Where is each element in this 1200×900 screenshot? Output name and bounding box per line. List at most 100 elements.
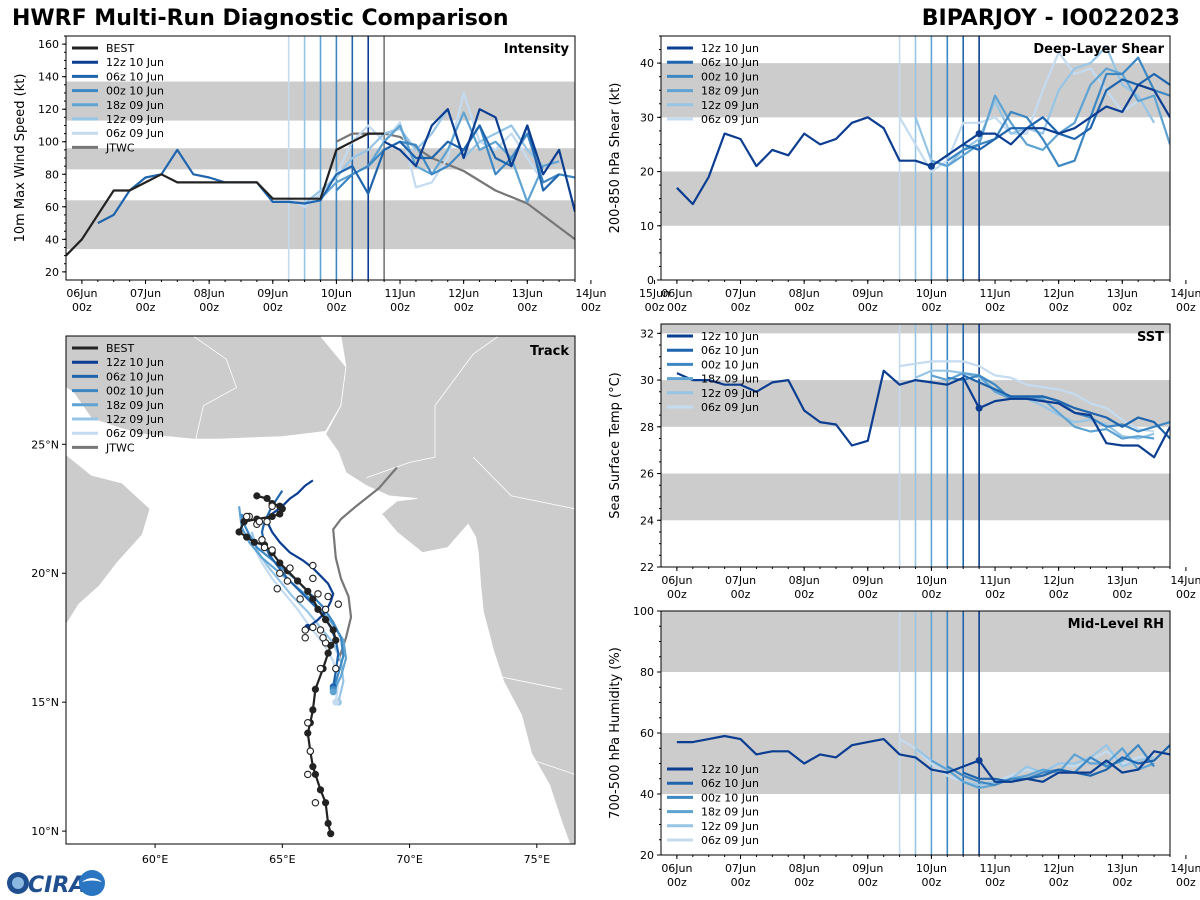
best-track-open-marker	[268, 502, 276, 510]
rh-xtick-label: 00z	[1176, 876, 1196, 889]
best-track-marker	[253, 492, 261, 500]
track-frame	[65, 335, 576, 845]
rh-xtick-label: 08Jun	[789, 862, 820, 875]
shear-ytick-label: 10	[640, 220, 654, 233]
best-track-marker	[332, 636, 340, 644]
track-series-12z-10-jun	[266, 479, 335, 629]
best-track-marker	[309, 595, 317, 603]
best-track-open-marker	[321, 605, 330, 614]
best-track-marker	[276, 559, 284, 567]
best-track-marker	[304, 587, 312, 595]
rh-xtick-label: 00z	[667, 876, 687, 889]
best-track-open-marker	[332, 664, 340, 673]
best-track-marker	[263, 494, 271, 503]
shear-series-06z-10-jun	[962, 72, 1170, 151]
rh-ytick-label: 60	[640, 727, 654, 740]
shear-series-00z-10-jun	[946, 56, 1170, 168]
intensity-legend-label: 00z 10 Jun	[106, 85, 164, 98]
rh-xtick-label: 11Jun	[979, 862, 1010, 875]
shear-xtick-label: 09Jun	[852, 287, 883, 300]
sst-xtick-label: 10Jun	[916, 574, 947, 587]
rh-series-06z-10-jun	[962, 744, 1170, 783]
shear-series-12z-10-jun	[676, 83, 1170, 206]
shear-xtick-label: 00z	[858, 301, 878, 314]
rh-xtick-label: 00z	[1112, 876, 1132, 889]
intensity-xtick-label: 14Jun	[575, 287, 606, 300]
track-legend-label: JTWC	[105, 441, 135, 454]
rh-xtick-label: 06Jun	[661, 862, 692, 875]
sst-ytick-label: 24	[640, 514, 654, 527]
cira-logo-text: CIRA	[28, 873, 86, 898]
intensity-legend-label: 06z 09 Jun	[106, 127, 164, 140]
rh-xtick-label: 00z	[858, 876, 878, 889]
sst-xtick-label: 12Jun	[1043, 574, 1074, 587]
best-track-marker	[268, 512, 276, 521]
intensity-xtick-label: 00z	[199, 301, 219, 314]
sst-xtick-label: 00z	[922, 588, 942, 601]
shear-legend-label: 18z 09 Jun	[701, 85, 759, 98]
best-track-marker	[304, 729, 312, 737]
sst-legend-label: 18z 09 Jun	[701, 373, 759, 386]
intensity-series-12z-10-jun	[383, 108, 575, 212]
best-track-open-marker	[316, 626, 325, 634]
shear-ytick-label: 30	[640, 111, 654, 124]
rh-xtick-label: 14Jun	[1170, 862, 1200, 875]
best-track-marker	[321, 799, 330, 807]
intensity-legend-label: 12z 10 Jun	[106, 56, 164, 69]
intensity-xtick-label: 00z	[72, 301, 92, 314]
track-legend-label: BEST	[106, 342, 134, 355]
sst-xtick-label: 13Jun	[1107, 574, 1138, 587]
land-oman	[66, 454, 151, 626]
intensity-legend-label: JTWC	[105, 141, 135, 154]
best-track-open-marker	[255, 517, 264, 526]
intensity-ytick-label: 60	[45, 201, 59, 214]
sst-series-06z-09-jun	[899, 360, 1155, 433]
best-track-marker	[309, 763, 317, 771]
best-track-open-marker	[319, 633, 327, 642]
rh-series-18z-09-jun	[930, 747, 1155, 790]
sst-xtick-label: 09Jun	[852, 574, 883, 587]
track-legend-label: 00z 10 Jun	[106, 385, 164, 398]
sst-legend-label: 00z 10 Jun	[701, 358, 759, 371]
cira-bird-icon	[79, 870, 105, 896]
track-legend-label: 18z 09 Jun	[106, 399, 164, 412]
track-ytick-label: 25°N	[31, 438, 59, 451]
rh-legend-label: 06z 10 Jun	[701, 777, 759, 790]
rh-xtick-label: 00z	[794, 876, 814, 889]
track-series-jtwc	[332, 466, 398, 662]
best-track-open-marker	[316, 664, 325, 673]
sst-series-06z-10-jun	[962, 374, 1170, 440]
shear-analysis-marker	[927, 162, 935, 170]
best-track-open-marker	[296, 595, 304, 603]
track-series-06z-09-jun	[253, 547, 340, 703]
shear-series-18z-09-jun	[931, 67, 1170, 168]
cira-logo: CIRA	[7, 870, 105, 898]
rh-legend-label: 12z 10 Jun	[701, 763, 759, 776]
intensity-xtick-label: 00z	[136, 301, 156, 314]
best-track-marker	[324, 649, 332, 657]
best-track-open-marker	[314, 590, 322, 598]
sst-xtick-label: 00z	[1049, 588, 1069, 601]
sst-ytick-label: 32	[640, 327, 654, 340]
best-track-open-marker	[304, 770, 312, 779]
sst-panel: 22242628303206Jun00z07Jun00z08Jun00z09Ju…	[608, 323, 1200, 601]
best-track-open-marker	[263, 517, 271, 526]
intensity-xtick-label: 12Jun	[448, 287, 479, 300]
intensity-xtick-label: 08Jun	[194, 287, 225, 300]
track-series-06z-10-jun	[260, 490, 340, 687]
best-track-marker	[311, 685, 320, 693]
best-track-open-marker	[260, 543, 269, 552]
sst-ytick-label: 26	[640, 468, 654, 481]
track-xtick-label: 65°E	[269, 853, 295, 866]
sst-ytick-label: 28	[640, 421, 654, 434]
cira-globe-inner	[12, 877, 24, 889]
intensity-xtick-label: 00z	[645, 301, 665, 314]
sst-legend-label: 06z 10 Jun	[701, 344, 759, 357]
rh-ylabel: 700-500 hPa Humidity (%)	[608, 647, 623, 819]
shear-analysis-marker	[975, 130, 983, 138]
best-track-marker	[309, 706, 317, 714]
shear-ylabel: 200-850 hPa Shear (kt)	[608, 83, 623, 234]
intensity-ytick-label: 100	[38, 136, 59, 149]
best-track-open-marker	[273, 584, 281, 593]
sst-xtick-label: 06Jun	[661, 574, 692, 587]
